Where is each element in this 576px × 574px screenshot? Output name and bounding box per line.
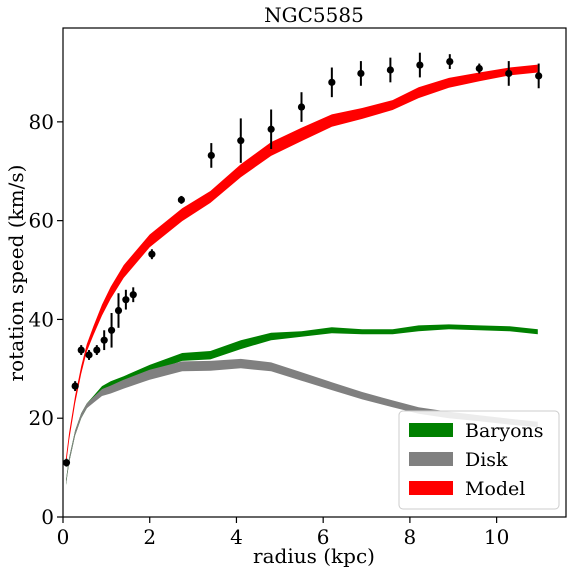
- y-tick-label-80: 80: [29, 110, 54, 134]
- data-point-13: [237, 137, 245, 145]
- data-point-0: [62, 459, 71, 467]
- series-band-model: [66, 64, 538, 466]
- y-tick-label-40: 40: [29, 307, 54, 331]
- data-point-15: [297, 103, 306, 111]
- legend-label-model: Model: [465, 478, 525, 500]
- x-tick-label-0: 0: [57, 525, 70, 549]
- chart-title: NGC5585: [264, 3, 364, 27]
- legend-swatch-model: [409, 481, 453, 495]
- data-point-18: [386, 66, 394, 74]
- legend: Baryons Disk Model: [398, 410, 560, 510]
- data-point-23: [535, 72, 543, 80]
- x-tick-label-4: 4: [230, 525, 243, 549]
- data-point-8: [122, 296, 130, 304]
- data-point-10: [148, 250, 156, 258]
- data-point-21: [475, 64, 483, 73]
- plot-frame: [62, 27, 567, 518]
- x-tick-label-8: 8: [404, 525, 417, 549]
- data-point-7: [114, 306, 123, 315]
- data-point-4: [93, 346, 101, 354]
- legend-swatch-disk: [409, 452, 453, 466]
- data-point-20: [446, 57, 454, 66]
- data-point-3: [85, 351, 93, 359]
- legend-swatch-baryons: [409, 423, 453, 437]
- data-point-16: [328, 78, 336, 86]
- y-axis: 0 20 40 60 80: [29, 110, 63, 529]
- x-tick-label-2: 2: [143, 525, 156, 549]
- data-point-1: [71, 382, 79, 390]
- data-point-17: [357, 69, 365, 78]
- y-tick-label-60: 60: [29, 209, 54, 233]
- legend-label-baryons: Baryons: [465, 420, 544, 442]
- x-axis-label: radius (kpc): [253, 544, 375, 568]
- y-tick-label-0: 0: [41, 505, 54, 529]
- x-axis: 0 2 4 6 8 10: [57, 517, 509, 549]
- data-point-22: [505, 69, 513, 78]
- data-point-19: [416, 61, 424, 69]
- data-point-5: [100, 336, 108, 344]
- data-point-11: [177, 196, 185, 204]
- y-tick-label-20: 20: [29, 406, 54, 430]
- x-tick-label-10: 10: [484, 525, 509, 549]
- data-point-12: [207, 151, 215, 160]
- data-point-9: [129, 291, 137, 299]
- x-tick-label-6: 6: [317, 525, 330, 549]
- plot-area: [62, 52, 543, 485]
- y-axis-label: rotation speed (km/s): [4, 165, 28, 382]
- data-point-2: [77, 346, 85, 354]
- legend-label-disk: Disk: [465, 449, 508, 471]
- data-point-14: [267, 125, 275, 133]
- data-point-6: [107, 326, 116, 334]
